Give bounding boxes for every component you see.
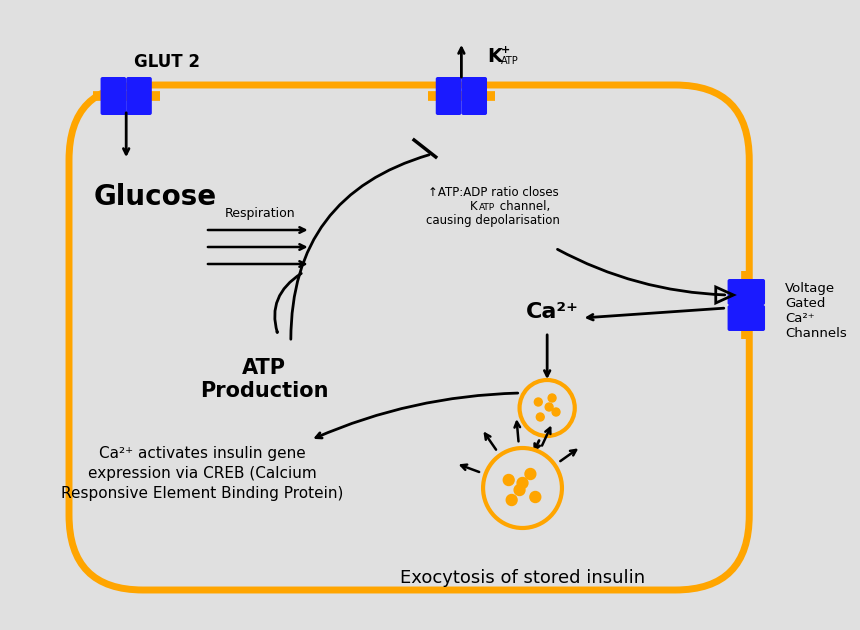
Circle shape <box>534 398 542 406</box>
Text: K: K <box>470 200 478 213</box>
FancyBboxPatch shape <box>436 77 461 115</box>
Text: Ca²⁺ activates insulin gene
expression via CREB (Calcium
Responsive Element Bind: Ca²⁺ activates insulin gene expression v… <box>61 446 343 501</box>
Text: Respiration: Respiration <box>224 207 295 219</box>
Circle shape <box>548 394 556 402</box>
Text: Voltage
Gated
Ca²⁺
Channels: Voltage Gated Ca²⁺ Channels <box>785 282 846 340</box>
FancyBboxPatch shape <box>126 77 152 115</box>
FancyBboxPatch shape <box>728 305 765 331</box>
FancyBboxPatch shape <box>101 77 126 115</box>
Text: ATP
Production: ATP Production <box>200 358 329 401</box>
Text: ATP: ATP <box>501 56 519 66</box>
Text: channel,: channel, <box>496 200 550 213</box>
Text: Ca²⁺: Ca²⁺ <box>525 302 579 322</box>
FancyBboxPatch shape <box>728 279 765 305</box>
Text: causing depolarisation: causing depolarisation <box>426 214 560 227</box>
Circle shape <box>517 478 528 488</box>
FancyArrowPatch shape <box>557 249 725 295</box>
Text: ↑ATP:ADP ratio closes: ↑ATP:ADP ratio closes <box>427 186 558 199</box>
Circle shape <box>537 413 544 421</box>
Circle shape <box>530 491 541 503</box>
Circle shape <box>545 403 553 411</box>
Text: K: K <box>487 47 502 67</box>
Text: Glucose: Glucose <box>94 183 217 211</box>
Text: +: + <box>501 45 510 55</box>
FancyArrowPatch shape <box>291 155 429 339</box>
Text: GLUT 2: GLUT 2 <box>134 53 200 71</box>
Circle shape <box>525 469 536 479</box>
Text: Exocytosis of stored insulin: Exocytosis of stored insulin <box>400 569 645 587</box>
Text: ATP: ATP <box>479 203 495 212</box>
Circle shape <box>507 495 517 505</box>
Circle shape <box>503 474 514 486</box>
Circle shape <box>552 408 560 416</box>
FancyBboxPatch shape <box>461 77 487 115</box>
FancyArrowPatch shape <box>274 273 301 333</box>
Circle shape <box>514 484 525 496</box>
